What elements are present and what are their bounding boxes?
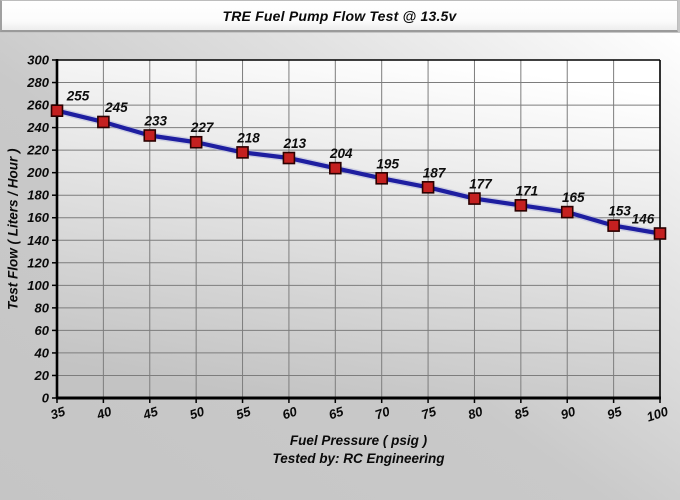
svg-text:90: 90 [559,403,578,422]
svg-text:120: 120 [27,255,49,270]
svg-text:80: 80 [466,403,485,422]
svg-text:75: 75 [420,403,439,422]
svg-text:140: 140 [27,233,49,248]
svg-text:204: 204 [329,146,353,161]
svg-text:200: 200 [26,165,49,180]
plot-canvas: 0 20 40 60 80 100 120 140 160 180 200 220 240 260 280 3… [26,53,671,425]
chart-title-bar: TRE Fuel Pump Flow Test @ 13.5v [0,0,678,32]
svg-text:195: 195 [376,156,399,171]
x-axis-title: Fuel Pressure ( psig ) [289,433,428,448]
svg-text:65: 65 [327,403,346,422]
svg-text:60: 60 [35,323,50,338]
svg-text:233: 233 [144,113,168,128]
y-axis-title: Test Flow ( Liters / Hour ) [5,148,21,310]
svg-text:165: 165 [562,190,585,205]
svg-text:171: 171 [516,183,539,198]
svg-text:50: 50 [188,403,207,422]
svg-text:55: 55 [234,403,253,422]
svg-text:218: 218 [236,130,260,145]
svg-text:187: 187 [423,165,447,180]
chart-title: TRE Fuel Pump Flow Test @ 13.5v [222,7,457,24]
footer-note: Tested by: RC Engineering [272,451,445,466]
svg-text:177: 177 [469,177,493,192]
svg-text:70: 70 [373,403,392,422]
chart-area: 0 20 40 60 80 100 120 140 160 180 200 220 240 260 280 3… [0,33,680,500]
svg-text:80: 80 [35,300,50,315]
svg-text:100: 100 [27,278,49,293]
svg-text:95: 95 [605,403,624,422]
svg-text:213: 213 [283,136,307,151]
svg-text:40: 40 [94,403,114,422]
svg-text:280: 280 [26,75,49,90]
svg-text:240: 240 [26,120,49,135]
svg-text:160: 160 [27,210,49,225]
svg-text:180: 180 [27,188,49,203]
svg-text:146: 146 [632,212,655,227]
svg-text:100: 100 [645,403,671,424]
svg-text:35: 35 [49,403,68,422]
svg-text:255: 255 [66,89,90,104]
svg-text:153: 153 [608,204,631,219]
svg-text:260: 260 [26,98,49,113]
svg-text:227: 227 [190,120,215,135]
svg-text:220: 220 [26,143,49,158]
svg-text:20: 20 [34,368,50,383]
svg-text:40: 40 [34,345,50,360]
svg-text:0: 0 [42,391,50,406]
svg-text:60: 60 [280,403,299,422]
svg-text:300: 300 [27,53,49,68]
svg-text:245: 245 [104,100,128,115]
svg-text:45: 45 [140,403,160,422]
svg-text:85: 85 [512,403,531,422]
